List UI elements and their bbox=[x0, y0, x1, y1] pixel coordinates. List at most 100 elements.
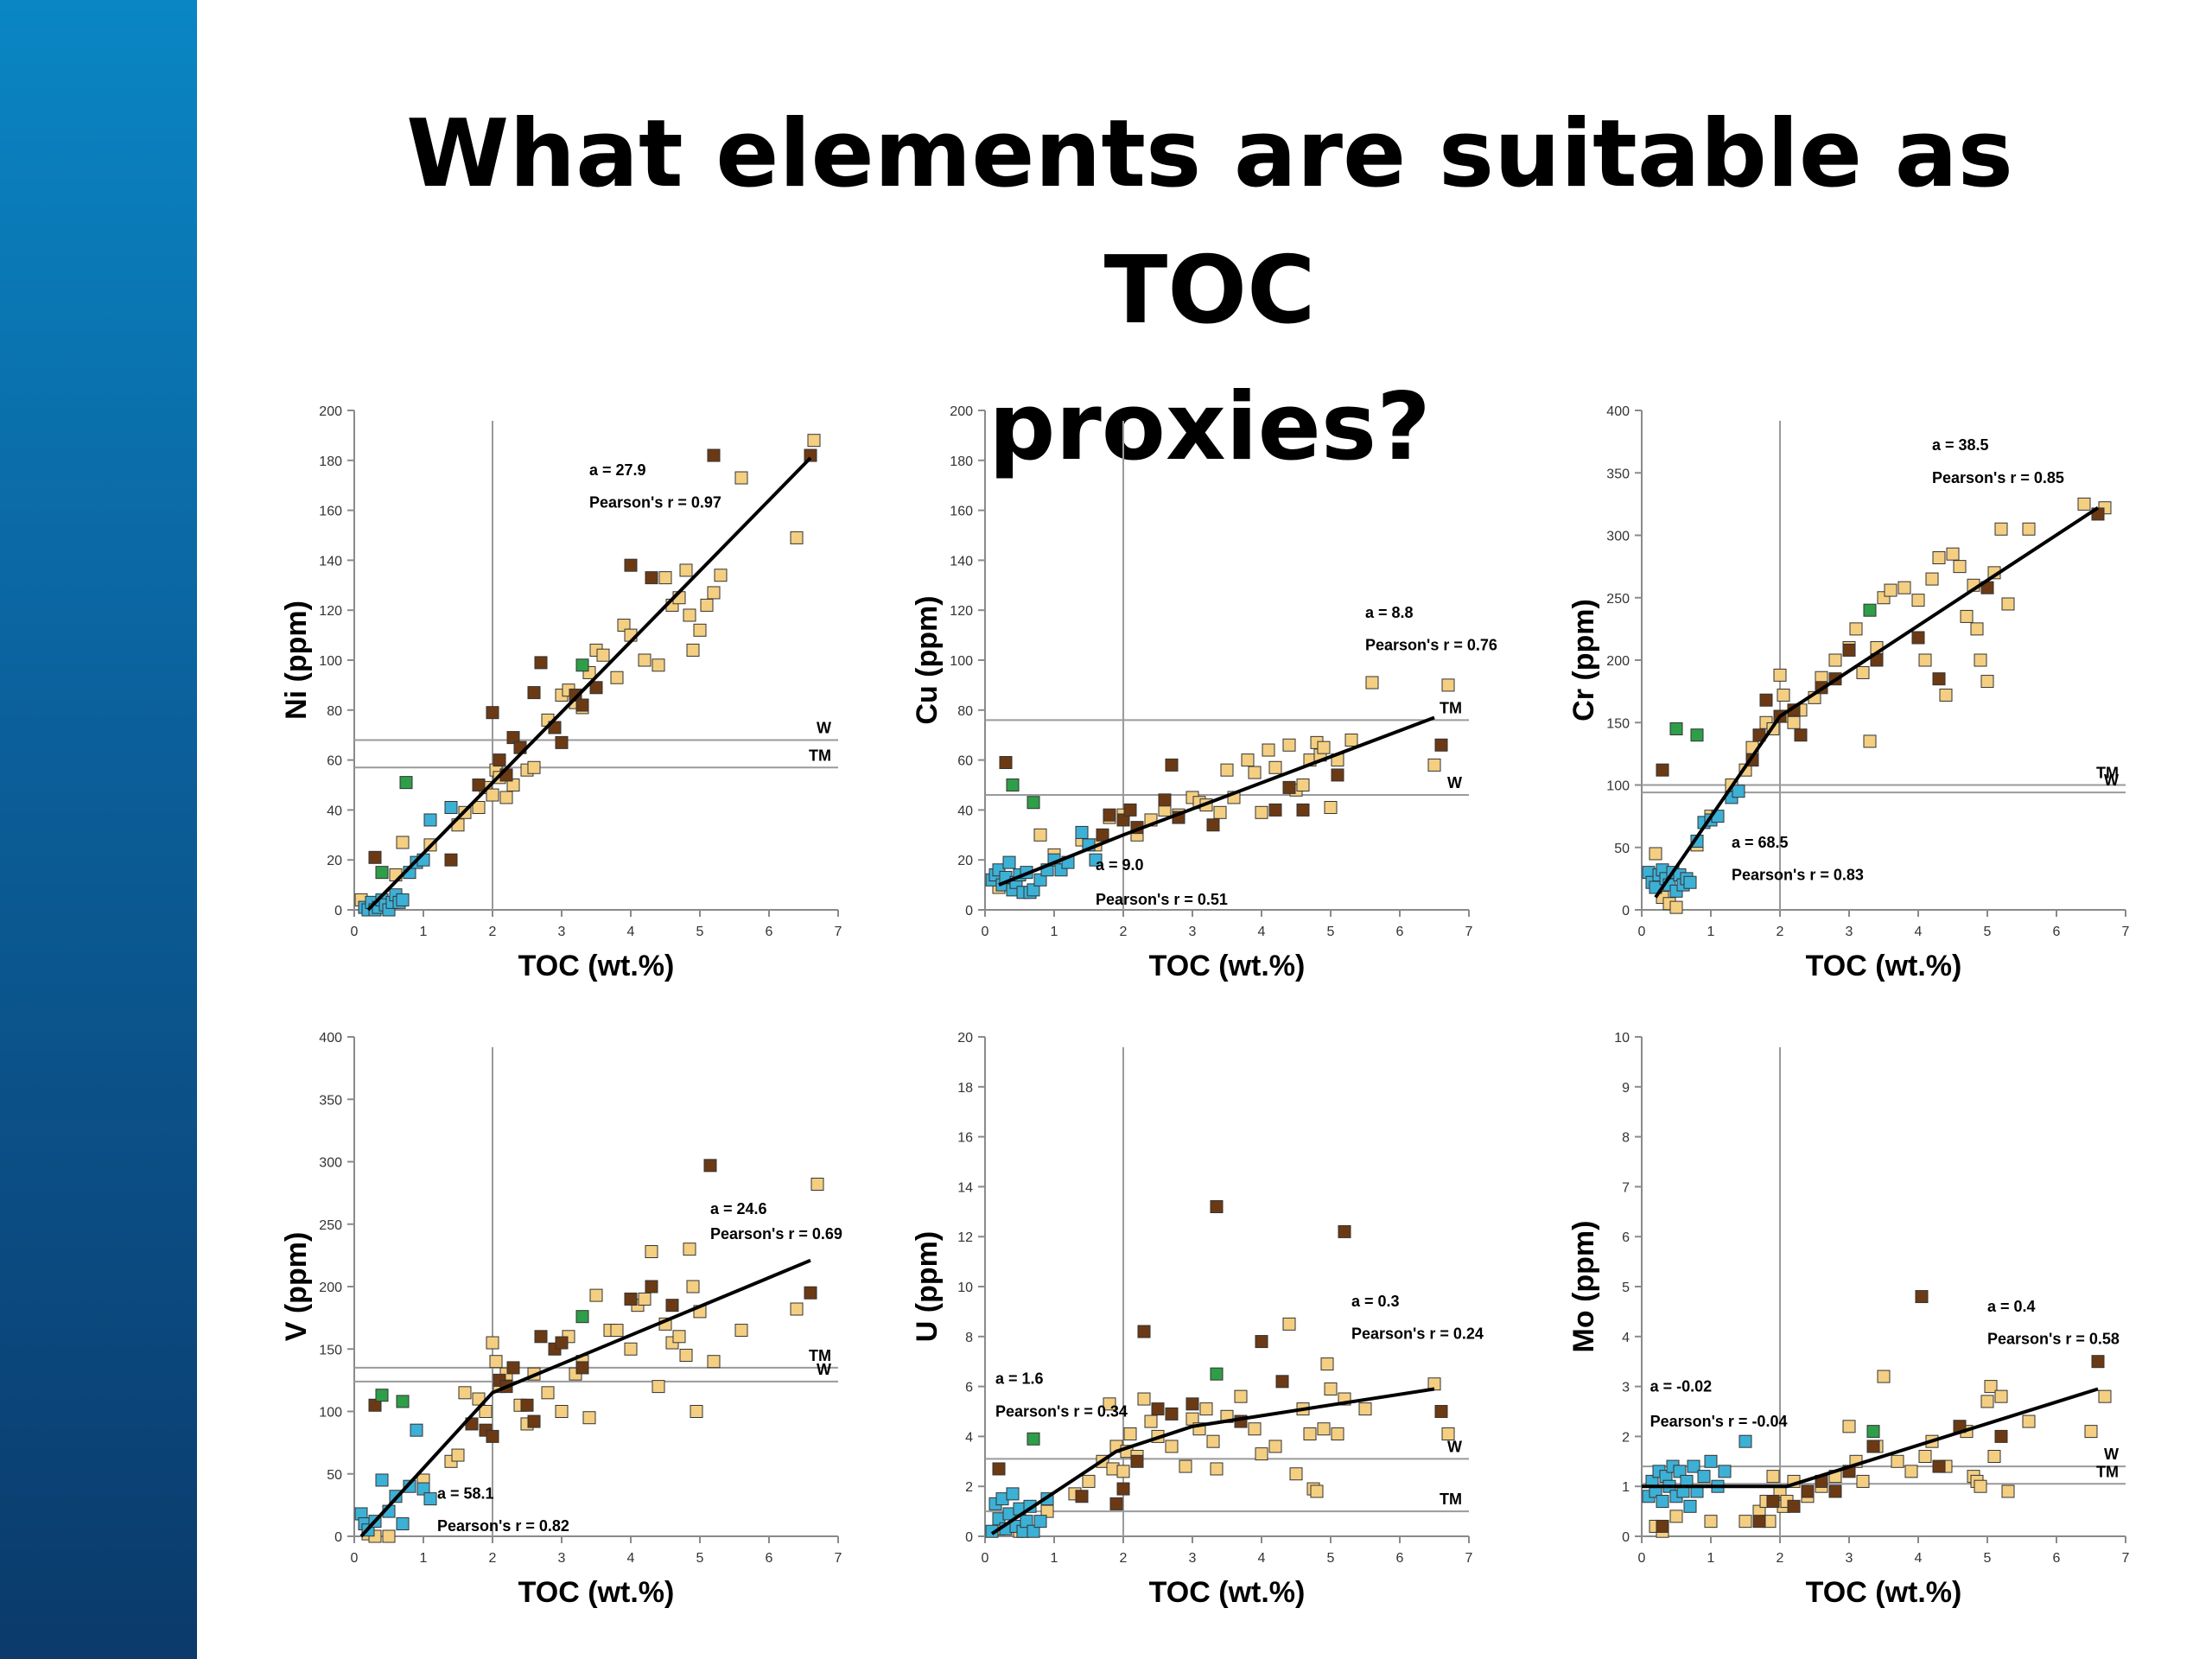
mo-point-light bbox=[1994, 1389, 2008, 1403]
mo-point-dark bbox=[1866, 1440, 1880, 1453]
cr-point-dark bbox=[1794, 728, 1808, 742]
v-x-tick-label: 2 bbox=[489, 1551, 497, 1566]
u-x-axis-title: TOC (wt.%) bbox=[1149, 1576, 1306, 1609]
ni-point-light bbox=[499, 791, 513, 804]
cr-point-light bbox=[2022, 522, 2036, 536]
ni-x-tick-label: 3 bbox=[558, 925, 566, 939]
mo-tm-label: TM bbox=[2096, 1463, 2119, 1480]
u-point-light bbox=[1282, 1317, 1296, 1331]
mo-point-green bbox=[1866, 1425, 1880, 1439]
v-x-tick-label: 0 bbox=[351, 1551, 359, 1566]
v-point-dark bbox=[486, 1429, 499, 1443]
v-point-light bbox=[810, 1178, 824, 1192]
u-point-dark bbox=[1116, 1482, 1130, 1496]
cr-y-tick-label: 400 bbox=[1606, 404, 1630, 419]
ni-chart: 0 20 40 60 80 100 120 140 160 180 200 0 1 2 3 4 5 6 7 TOC (… bbox=[280, 404, 842, 982]
mo-x-tick-label: 4 bbox=[1915, 1551, 1923, 1566]
ni-point-light bbox=[527, 760, 541, 774]
ni-y-tick-label: 0 bbox=[334, 904, 342, 918]
ni-x-tick-label: 1 bbox=[420, 925, 428, 939]
ni-point-dark bbox=[444, 853, 458, 867]
cr-x-tick-label: 2 bbox=[1777, 925, 1784, 939]
chart-panel-v: 0 50 100 150 200 250 300 350 400 0 1 2 3 4 5 6 7 TOC (wt.… bbox=[268, 1020, 873, 1629]
cu-pearson-annotation: Pearson's r = 0.51 bbox=[1096, 891, 1228, 908]
cu-x-tick-label: 7 bbox=[1465, 925, 1473, 939]
mo-pearson-annotation: Pearson's r = -0.04 bbox=[1650, 1413, 1788, 1430]
v-point-light bbox=[451, 1448, 465, 1462]
v-point-dark bbox=[368, 1398, 382, 1412]
ni-x-tick-label: 2 bbox=[489, 925, 497, 939]
ni-point-dark bbox=[575, 698, 589, 712]
mo-y-tick-label: 5 bbox=[1622, 1281, 1630, 1295]
v-point-light bbox=[734, 1324, 748, 1338]
u-point-dark bbox=[1185, 1397, 1199, 1411]
cu-tm-label: TM bbox=[1440, 699, 1462, 716]
sidebar-gradient bbox=[0, 0, 197, 1659]
ni-slope-annotation: a = 27.9 bbox=[589, 461, 646, 479]
cr-point-light bbox=[1939, 688, 1953, 702]
mo-y-tick-label: 9 bbox=[1622, 1081, 1630, 1096]
ni-point-dark bbox=[527, 686, 541, 700]
cu-y-tick-label: 200 bbox=[950, 404, 973, 419]
mo-y-tick-label: 1 bbox=[1622, 1480, 1630, 1495]
cu-point-dark bbox=[1331, 768, 1344, 782]
ni-point-dark bbox=[589, 681, 603, 695]
ni-y-tick-label: 100 bbox=[319, 654, 342, 669]
u-y-tick-label: 2 bbox=[965, 1480, 973, 1495]
ni-point-light bbox=[700, 598, 714, 612]
u-point-dark bbox=[1109, 1497, 1123, 1510]
mo-y-axis-title: Mo (ppm) bbox=[1567, 1221, 1600, 1353]
cu-slope-annotation: a = 9.0 bbox=[1096, 856, 1144, 874]
mo-point-light bbox=[1980, 1395, 1994, 1408]
cu-point-light bbox=[1296, 779, 1310, 791]
ni-y-tick-label: 180 bbox=[319, 454, 342, 469]
mo-point-blue bbox=[1656, 1495, 1669, 1509]
v-point-dark bbox=[555, 1336, 569, 1350]
cu-x-tick-label: 6 bbox=[1396, 925, 1404, 939]
cu-point-light bbox=[1213, 805, 1227, 819]
mo-point-light bbox=[2001, 1484, 2015, 1498]
cu-point-dark bbox=[1268, 803, 1282, 817]
u-point-blue bbox=[1033, 1515, 1047, 1529]
slide-title: What elements are suitable as TOC proxie… bbox=[328, 86, 2091, 496]
cr-x-tick-label: 4 bbox=[1915, 925, 1923, 939]
ni-point-dark bbox=[624, 558, 638, 572]
cr-point-green bbox=[1863, 603, 1877, 617]
mo-x-tick-label: 3 bbox=[1846, 1551, 1853, 1566]
mo-point-light bbox=[1891, 1454, 1904, 1468]
v-y-tick-label: 350 bbox=[319, 1093, 342, 1108]
ni-point-light bbox=[790, 531, 804, 544]
u-point-light bbox=[1144, 1414, 1158, 1428]
u-point-light bbox=[1210, 1462, 1224, 1476]
u-point-dark bbox=[1338, 1224, 1351, 1238]
u-x-tick-label: 3 bbox=[1189, 1551, 1197, 1566]
ni-point-dark bbox=[368, 850, 382, 864]
mo-point-dark bbox=[1656, 1519, 1669, 1533]
ni-point-dark bbox=[534, 656, 548, 670]
u-point-light bbox=[1289, 1467, 1303, 1481]
cr-point-blue bbox=[1732, 785, 1745, 798]
v-point-light bbox=[486, 1336, 499, 1350]
ni-point-dark bbox=[486, 706, 499, 720]
mo-y-tick-label: 6 bbox=[1622, 1230, 1630, 1245]
cr-point-light bbox=[1773, 668, 1787, 682]
mo-y-tick-label: 3 bbox=[1622, 1381, 1630, 1395]
v-point-dark bbox=[575, 1361, 589, 1375]
ni-point-blue bbox=[444, 801, 458, 815]
cu-point-dark bbox=[1165, 758, 1179, 772]
u-point-light bbox=[1179, 1459, 1192, 1473]
ni-y-tick-label: 160 bbox=[319, 505, 342, 519]
v-x-tick-label: 6 bbox=[766, 1551, 773, 1566]
u-x-tick-label: 4 bbox=[1258, 1551, 1266, 1566]
mo-point-light bbox=[1766, 1470, 1780, 1484]
u-point-light bbox=[1317, 1422, 1331, 1436]
cr-x-tick-label: 6 bbox=[2053, 925, 2061, 939]
mo-point-blue bbox=[1687, 1459, 1700, 1473]
v-chart: 0 50 100 150 200 250 300 350 400 0 1 2 3 4 5 6 7 TOC (wt.… bbox=[280, 1031, 842, 1609]
ni-tm-label: TM bbox=[809, 747, 831, 764]
v-point-light bbox=[489, 1355, 503, 1369]
mo-point-blue bbox=[1673, 1465, 1687, 1478]
mo-y-tick-label: 10 bbox=[1614, 1031, 1630, 1046]
u-point-dark bbox=[1137, 1325, 1151, 1338]
v-y-tick-label: 100 bbox=[319, 1406, 342, 1421]
